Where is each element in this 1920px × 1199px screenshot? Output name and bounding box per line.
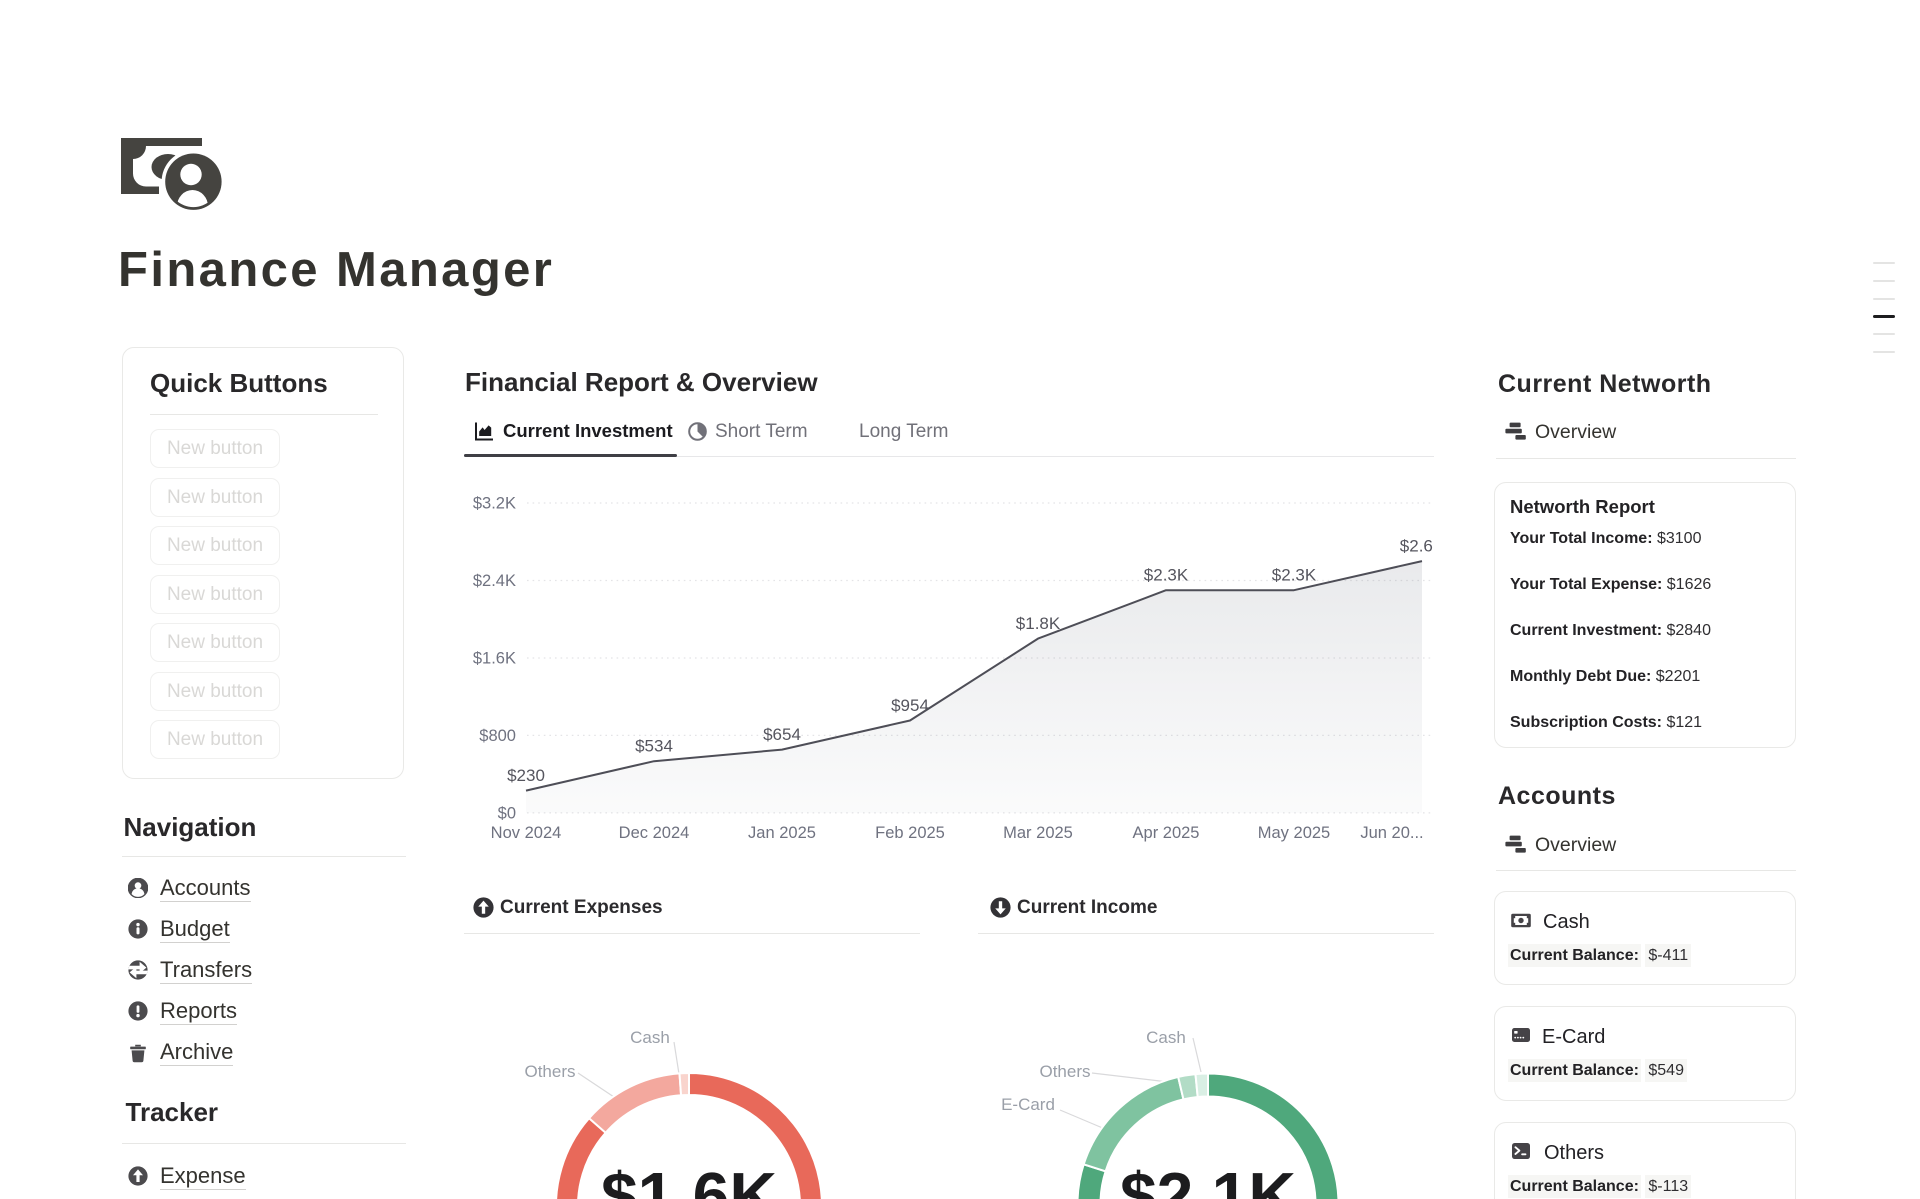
svg-text:$2.1K: $2.1K [1120, 1159, 1296, 1199]
svg-text:Dec 2024: Dec 2024 [619, 824, 690, 842]
svg-text:$654: $654 [763, 725, 801, 744]
svg-text:$1.6K: $1.6K [473, 650, 516, 668]
svg-text:$800: $800 [479, 727, 516, 745]
svg-text:$3.2K: $3.2K [473, 495, 516, 513]
svg-text:E-Card: E-Card [1001, 1095, 1055, 1114]
svg-text:$534: $534 [635, 737, 673, 756]
svg-text:$2.6K: $2.6K [1400, 537, 1434, 556]
svg-text:Jan 2025: Jan 2025 [748, 824, 816, 842]
svg-text:$954: $954 [891, 696, 929, 715]
svg-text:May 2025: May 2025 [1258, 824, 1330, 842]
svg-text:Others: Others [1039, 1062, 1090, 1081]
svg-text:Mar 2025: Mar 2025 [1003, 824, 1073, 842]
svg-text:Feb 2025: Feb 2025 [875, 824, 945, 842]
svg-text:Apr 2025: Apr 2025 [1133, 824, 1200, 842]
svg-text:$230: $230 [507, 766, 545, 785]
svg-text:$1.8K: $1.8K [1016, 614, 1061, 633]
svg-text:$0: $0 [498, 804, 516, 822]
svg-text:Jun 20...: Jun 20... [1360, 824, 1423, 842]
svg-text:Cash: Cash [1146, 1028, 1186, 1047]
svg-text:Cash: Cash [630, 1028, 670, 1047]
svg-text:$1.6K: $1.6K [601, 1159, 777, 1199]
svg-text:$2.4K: $2.4K [473, 572, 516, 590]
svg-text:Nov 2024: Nov 2024 [491, 824, 562, 842]
svg-text:Others: Others [524, 1062, 575, 1081]
svg-text:$2.3K: $2.3K [1272, 566, 1317, 585]
svg-text:$2.3K: $2.3K [1144, 566, 1189, 585]
